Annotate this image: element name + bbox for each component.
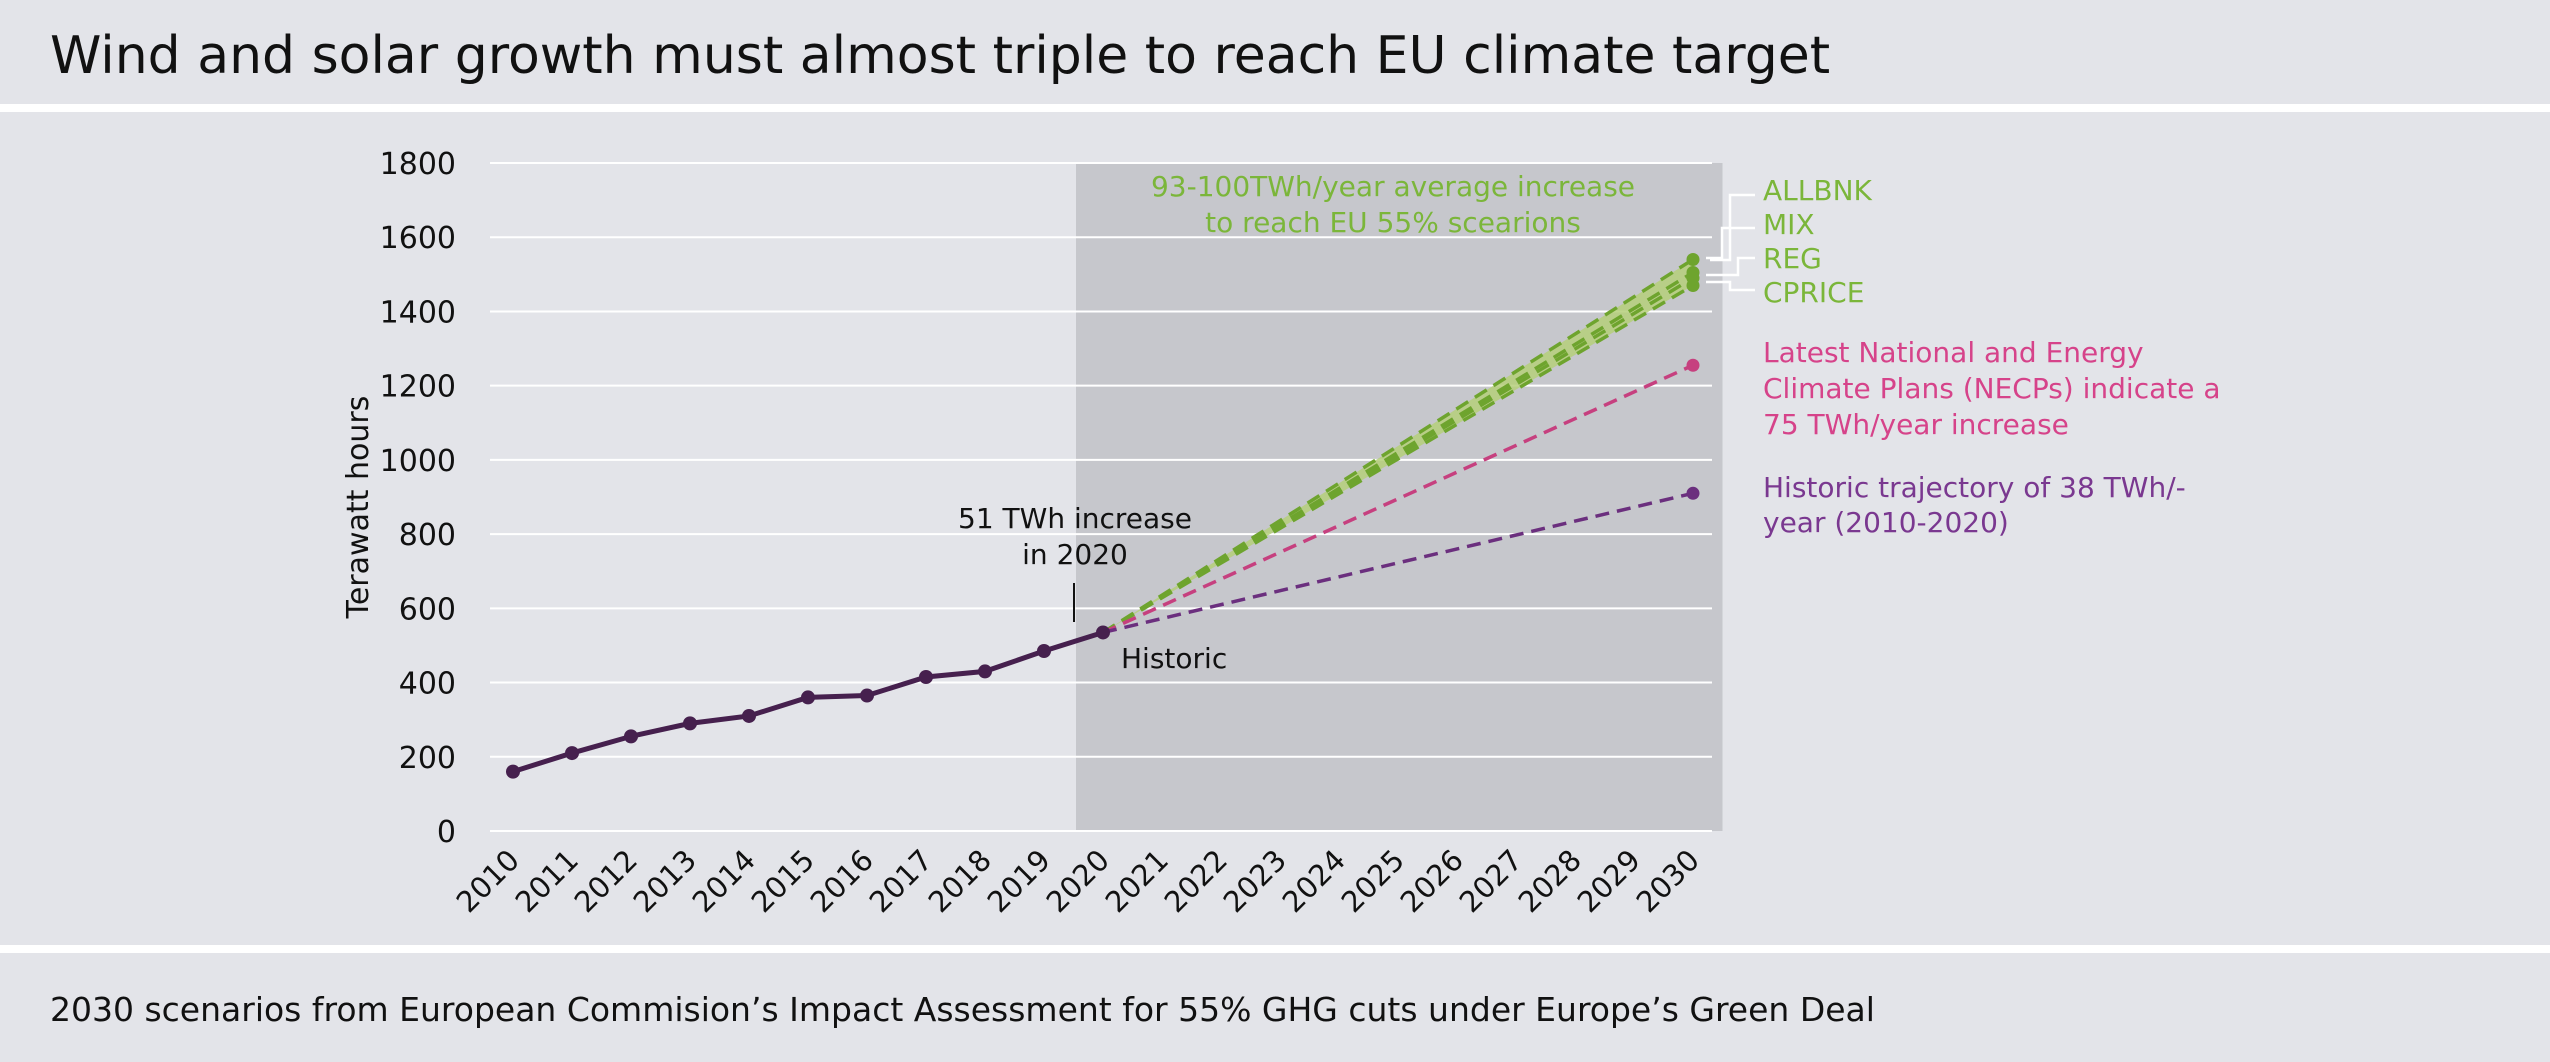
historic-point <box>1037 644 1051 659</box>
historic-point <box>1096 625 1110 640</box>
x-tick-label: 2027 <box>1453 843 1529 919</box>
scenario-line <box>1102 283 1694 634</box>
x-tick-label: 2020 <box>1040 843 1116 919</box>
scenario-connector <box>1706 280 1755 292</box>
historic-point <box>506 764 520 779</box>
x-tick-label: 2015 <box>745 843 821 919</box>
x-tick-label: 2026 <box>1394 843 1470 919</box>
y-tick-label: 200 <box>399 741 456 776</box>
trajectory-note-line-2: year (2010-2020) <box>1763 506 2009 539</box>
x-tick-label: 2029 <box>1571 843 1647 919</box>
legend-allbnk: ALLBNK <box>1763 174 1873 207</box>
x-tick-label: 2011 <box>509 843 585 919</box>
x-tick-label: 2024 <box>1276 843 1352 919</box>
y-tick-label: 1000 <box>380 444 456 479</box>
necp-note: Latest National and Energy Climate Plans… <box>1763 336 2221 441</box>
data-points <box>506 252 1700 779</box>
scenario-connector <box>1706 226 1755 260</box>
y-tick-label: 1600 <box>380 221 456 256</box>
legend-reg: REG <box>1763 242 1822 275</box>
necp-note-line-2: Climate Plans (NECPs) indicate a <box>1763 372 2221 405</box>
page-title: Wind and solar growth must almost triple… <box>50 26 1831 86</box>
increase-label-line-2: in 2020 <box>1022 538 1128 571</box>
header: Wind and solar growth must almost triple… <box>0 0 2550 104</box>
increase-label-line-1: 51 TWh increase <box>958 502 1192 535</box>
y-tick-label: 600 <box>399 592 456 627</box>
x-tick-label: 2018 <box>922 843 998 919</box>
trajectory-note-line-1: Historic trajectory of 38 TWh/- <box>1763 471 2186 504</box>
necp-endpoint <box>1686 358 1700 372</box>
historic-point <box>919 669 933 684</box>
scenario-endpoint <box>1686 252 1700 266</box>
increase-2020-annotation: 51 TWh increase in 2020 <box>958 502 1192 622</box>
legend-mix: MIX <box>1763 208 1815 241</box>
x-tick-label: 2021 <box>1099 843 1175 919</box>
y-tick-label: 1800 <box>380 147 456 182</box>
historic-trajectory-line <box>1102 491 1694 635</box>
x-tick-label: 2030 <box>1630 843 1706 919</box>
x-tick-label: 2017 <box>863 843 939 919</box>
historic-label: Historic <box>1121 642 1227 675</box>
scenario-note-line-2: to reach EU 55% scearions <box>1205 206 1581 239</box>
x-tick-label: 2012 <box>568 843 644 919</box>
x-tick-label: 2022 <box>1158 843 1234 919</box>
historic-point <box>565 746 579 761</box>
x-tick-label: 2014 <box>686 843 762 919</box>
trajectory-endpoint <box>1686 486 1700 500</box>
scenario-connector <box>1706 256 1755 277</box>
necp-line <box>1102 363 1694 635</box>
y-axis-label: Terawatt hours <box>341 396 376 620</box>
scenario-band <box>1103 259 1693 633</box>
projection-shading <box>1076 163 1723 831</box>
y-tick-labels: 0 200 400 600 800 1000 1200 1400 1600 1800 <box>380 147 456 850</box>
scenario-legend: ALLBNK MIX REG CPRICE <box>1763 174 1873 309</box>
x-tick-label: 2028 <box>1512 843 1588 919</box>
x-tick-label: 2025 <box>1335 843 1411 919</box>
historic-point <box>978 664 992 679</box>
scenario-line <box>1102 258 1694 634</box>
grid-lines <box>490 162 1712 832</box>
legend-cprice: CPRICE <box>1763 276 1864 309</box>
y-tick-label: 1200 <box>380 370 456 405</box>
divider-bottom <box>0 945 2550 953</box>
divider-top <box>0 104 2550 112</box>
x-tick-label: 2013 <box>627 843 703 919</box>
x-tick-label: 2019 <box>981 843 1057 919</box>
x-tick-label: 2010 <box>450 843 526 919</box>
trajectory-note: Historic trajectory of 38 TWh/- year (20… <box>1763 471 2186 539</box>
y-tick-label: 400 <box>399 667 456 702</box>
necp-note-line-1: Latest National and Energy <box>1763 336 2144 369</box>
scenario-lines <box>1102 258 1694 634</box>
historic-point <box>742 708 756 723</box>
y-tick-label: 1400 <box>380 295 456 330</box>
necp-note-line-3: 75 TWh/year increase <box>1763 408 2069 441</box>
scenario-note: 93-100TWh/year average increase to reach… <box>1151 170 1635 239</box>
historic-point <box>683 716 697 731</box>
scenario-brackets <box>1706 193 1755 292</box>
chart-area: 0 200 400 600 800 1000 1200 1400 1600 1800 2010 20… <box>0 112 2550 945</box>
historic-point <box>624 729 638 744</box>
historic-point <box>860 688 874 703</box>
y-tick-label: 800 <box>399 518 456 553</box>
historic-point <box>801 690 815 705</box>
scenario-note-line-1: 93-100TWh/year average increase <box>1151 170 1635 203</box>
footer-note: 2030 scenarios from European Commision’s… <box>50 990 1875 1029</box>
x-tick-labels: 2010201120122013201420152016201720182019… <box>450 843 1706 919</box>
x-tick-label: 2016 <box>804 843 880 919</box>
scenario-endpoint <box>1686 278 1700 292</box>
x-tick-label: 2023 <box>1217 843 1293 919</box>
y-tick-label: 0 <box>437 815 456 850</box>
